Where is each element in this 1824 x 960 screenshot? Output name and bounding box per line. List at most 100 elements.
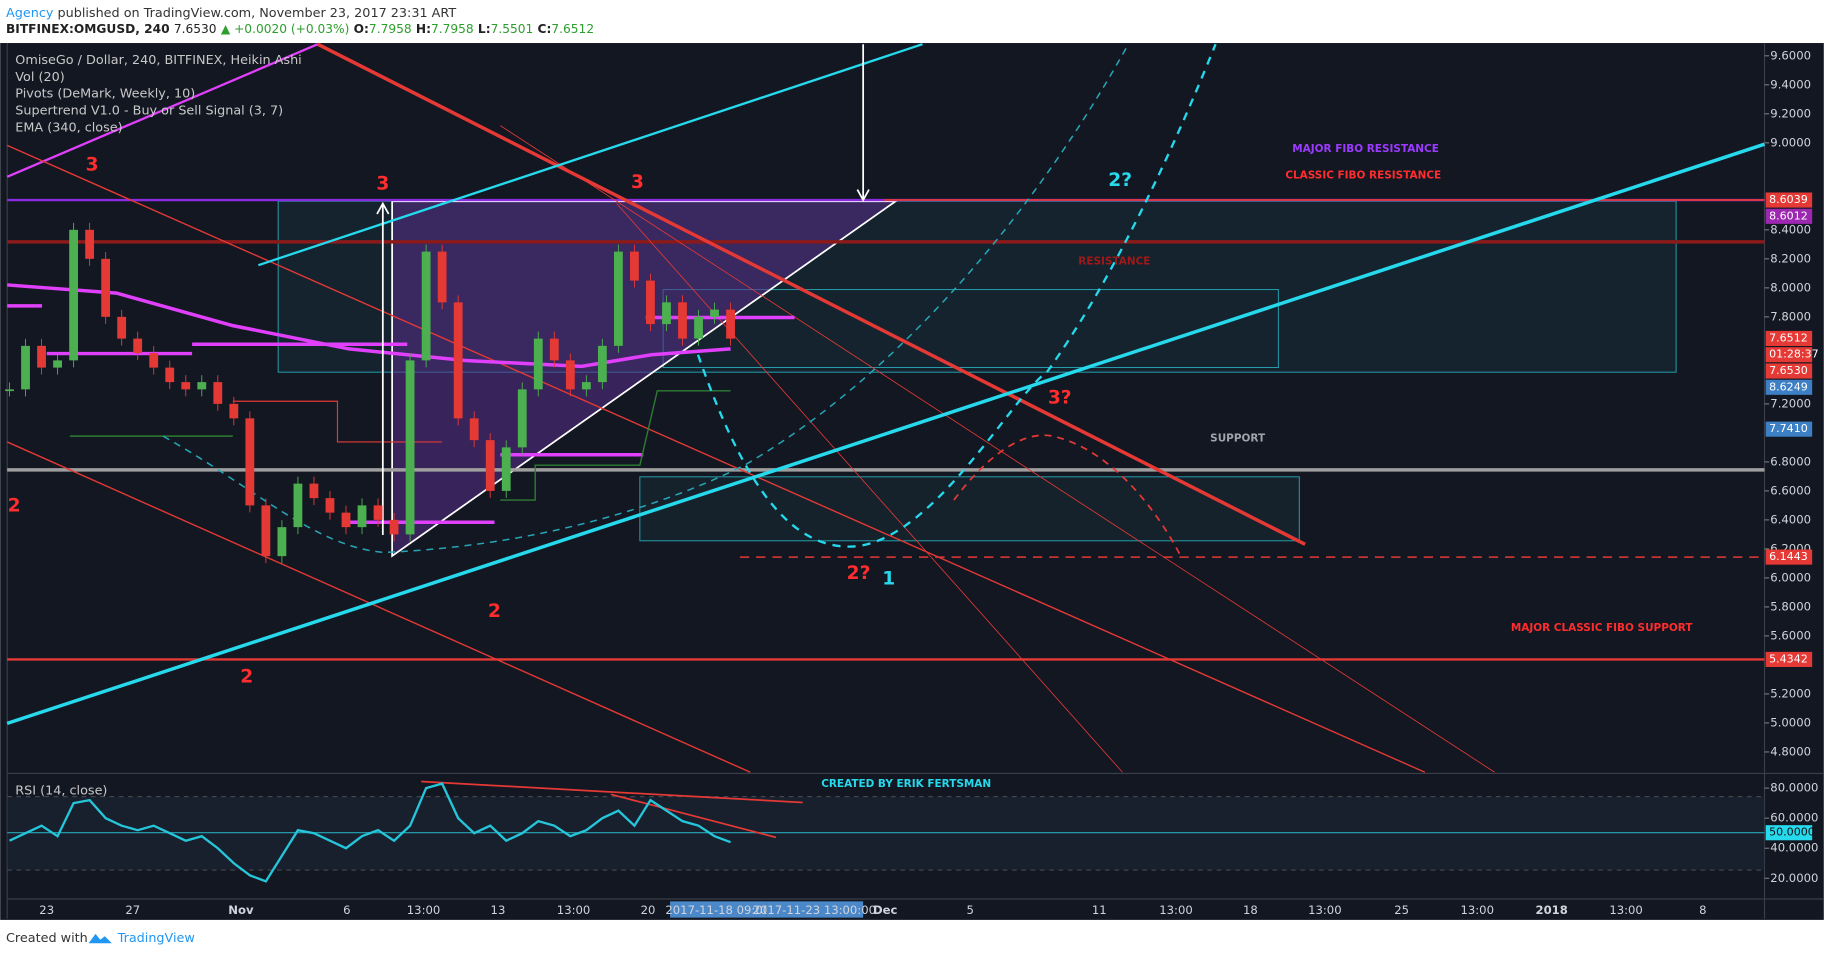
quote-line: BITFINEX:OMGUSD, 240 7.6530 ▲ +0.0020 (+…: [6, 22, 594, 36]
time-label: 11: [1092, 903, 1107, 917]
price-badge: [1765, 208, 1813, 224]
h-value: 7.7958: [431, 22, 474, 36]
projection: [162, 43, 1129, 554]
candle: [133, 338, 143, 354]
candle: [694, 316, 703, 339]
wave-label: 2: [8, 495, 21, 516]
time-label: 13:00: [1308, 903, 1342, 917]
price-badge-label: 7.6512: [1769, 331, 1808, 344]
candle: [341, 512, 351, 528]
divergence: [421, 780, 803, 804]
candle: [165, 367, 175, 383]
arrows: [376, 44, 870, 535]
rsi-band-fill: [7, 796, 1765, 870]
price-badge-label: 7.6530: [1769, 364, 1808, 377]
candle: [245, 418, 255, 506]
price-badge-label: 6.1443: [1769, 550, 1808, 563]
candle: [662, 302, 671, 325]
l-label: L:: [478, 22, 491, 36]
candle: [373, 505, 383, 520]
time-label: 13: [491, 903, 506, 917]
zone-label: MAJOR CLASSIC FIBO SUPPORT: [1511, 622, 1693, 634]
channel-line: [616, 203, 1123, 773]
candle: [37, 345, 46, 368]
zone-label: MAJOR FIBO RESISTANCE: [1292, 143, 1439, 155]
y-tick-label: 6.8000: [1770, 454, 1811, 468]
candle: [85, 229, 95, 259]
price-badge: [1765, 379, 1813, 395]
wave-label: 2?: [847, 563, 871, 584]
rsi-tick-label: 40.0000: [1770, 841, 1818, 855]
supertrend: [500, 390, 731, 501]
candle: [613, 251, 623, 346]
author[interactable]: Agency: [6, 5, 54, 20]
candle: [389, 519, 399, 535]
projection: [953, 434, 1182, 557]
candle: [309, 483, 319, 499]
time-label: 23: [39, 903, 54, 917]
ema: [7, 283, 731, 369]
candle: [549, 338, 559, 361]
wave-label: 2: [240, 666, 253, 687]
publish-line: Agency published on TradingView.com, Nov…: [6, 5, 456, 20]
candle: [181, 382, 191, 390]
time-label: Nov: [228, 903, 254, 917]
price-badge-label: 8.6249: [1769, 380, 1808, 393]
time-label: 13:00: [1460, 903, 1494, 917]
wave-label: 3: [376, 173, 389, 194]
candle: [565, 360, 575, 390]
legend-item: Vol (20): [15, 70, 64, 85]
candle: [197, 382, 207, 390]
candle: [325, 498, 335, 513]
y-tick-label: 5.0000: [1770, 715, 1811, 729]
price-badge: [1765, 651, 1813, 667]
y-tick-label: 7.8000: [1770, 309, 1811, 323]
zone-label: CLASSIC FIBO RESISTANCE: [1285, 170, 1441, 182]
price-badge: [1765, 549, 1813, 565]
divergence: [610, 793, 777, 839]
candle: [726, 309, 735, 339]
drawings: [6, 42, 1766, 871]
time-label: 13:00: [1609, 903, 1643, 917]
time-label: 2017-11-18 09:00: [665, 903, 770, 917]
legend-item: Pivots (DeMark, Weekly, 10): [15, 87, 195, 102]
candle: [405, 360, 415, 535]
candle: [117, 316, 127, 339]
candle: [213, 382, 223, 404]
y-tick-label: 4.8000: [1770, 744, 1811, 758]
legend: OmiseGo / Dollar, 240, BITFINEX, Heikin …: [15, 53, 301, 135]
time-label: 18: [1243, 903, 1258, 917]
candle: [101, 258, 111, 317]
y-tick-label: 6.0000: [1770, 570, 1811, 584]
price-badge-label: 8.6039: [1769, 193, 1808, 206]
footer-bg: [0, 919, 1824, 956]
supertrend: [232, 400, 443, 443]
trendline: [6, 142, 1766, 726]
time-label: 13:00: [1159, 903, 1193, 917]
o-label: O:: [354, 22, 369, 36]
candle: [21, 345, 30, 390]
rsi-line: [9, 782, 731, 883]
time-label: Dec: [873, 903, 898, 917]
y-tick-label: 8.2000: [1770, 251, 1811, 265]
channel-line: [6, 144, 1426, 773]
candle: [53, 360, 62, 368]
projection: [696, 43, 1217, 548]
time-label: 13:00: [557, 903, 591, 917]
time-label: 8: [1699, 903, 1706, 917]
trendline: [258, 43, 923, 267]
published: published on TradingView.com, November 2…: [53, 5, 456, 20]
pivots: [7, 304, 795, 524]
footer-brand[interactable]: TradingView: [117, 931, 195, 946]
y-tick-label: 9.6000: [1770, 48, 1811, 62]
symbol: BITFINEX:OMGUSD, 240: [6, 22, 170, 36]
time-label: 27: [125, 903, 140, 917]
y-tick-label: 8.0000: [1770, 280, 1811, 294]
time-label: 13:00: [407, 903, 441, 917]
candle: [517, 389, 527, 448]
rsi-badge-label: 50.0000: [1769, 826, 1815, 839]
wave-label: 3: [631, 172, 644, 193]
rsi-tick-label: 20.0000: [1770, 871, 1818, 885]
candle: [437, 251, 447, 303]
